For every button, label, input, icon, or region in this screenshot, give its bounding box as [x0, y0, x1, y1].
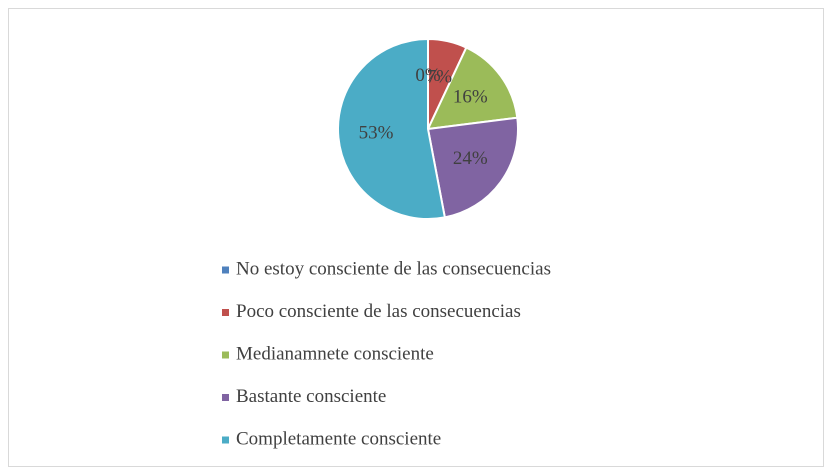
legend-label: Bastante consciente [236, 386, 386, 407]
legend-label: Completamente consciente [236, 428, 441, 449]
data-label: 24% [453, 148, 488, 169]
data-label: 53% [359, 122, 394, 143]
legend-swatch [222, 351, 229, 359]
legend-swatch [222, 266, 229, 274]
legend-swatch [222, 436, 229, 444]
data-label: 7% [427, 66, 453, 87]
data-label: 16% [453, 87, 488, 108]
legend-label: Poco consciente de las consecuencias [236, 301, 521, 322]
pie-slice [426, 46, 519, 131]
data-label: 0% [415, 65, 441, 86]
legend-label: Medianamnete consciente [236, 343, 434, 364]
legend-swatch [222, 394, 229, 401]
legend-label: No estoy consciente de las consecuencias [236, 258, 551, 279]
pie-slice [337, 37, 447, 220]
legend-swatch [222, 309, 229, 316]
pie-slice [426, 116, 519, 219]
